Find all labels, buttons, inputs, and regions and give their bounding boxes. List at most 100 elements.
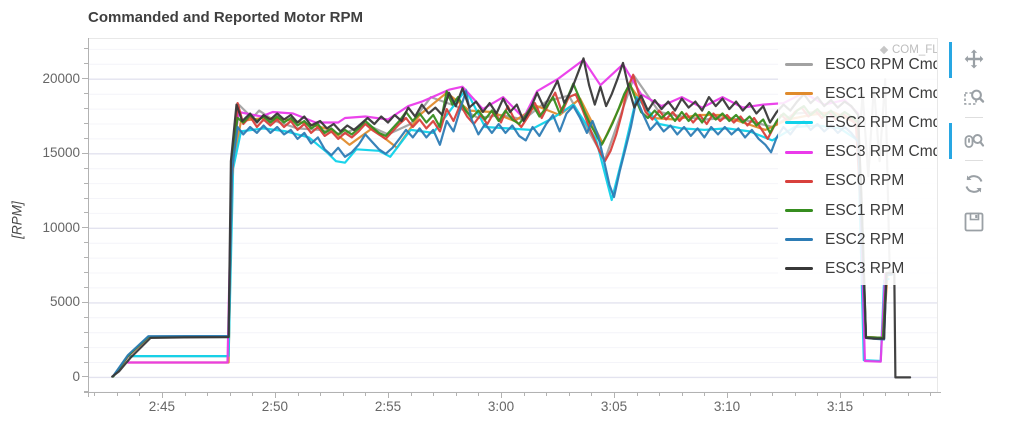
x-minor-tick — [862, 392, 864, 396]
diamond-marker-icon — [879, 45, 889, 55]
plot-toolbar — [948, 40, 1010, 236]
plot-canvas[interactable]: COM_FL ESC0 RPM Cmd ESC1 RPM Cmd ESC2 RP… — [88, 38, 938, 393]
x-tick-label: 2:55 — [374, 399, 402, 414]
save-icon — [964, 212, 984, 232]
y-tick-label: 0 — [72, 368, 80, 384]
pan-tool-button[interactable] — [949, 42, 988, 78]
x-minor-tick — [94, 392, 96, 396]
y-axis-line — [88, 38, 89, 397]
y-major-tick — [82, 152, 88, 154]
box-zoom-tool-button[interactable] — [960, 84, 988, 112]
y-minor-tick — [84, 108, 88, 110]
y-minor-tick — [84, 242, 88, 244]
y-minor-tick — [84, 48, 88, 50]
x-minor-tick — [297, 392, 299, 396]
x-minor-tick — [749, 392, 751, 396]
x-minor-tick — [885, 392, 887, 396]
legend-label: ESC0 RPM Cmd — [825, 55, 938, 73]
save-tool-button[interactable] — [960, 208, 988, 236]
x-minor-tick — [568, 392, 570, 396]
x-minor-tick — [139, 392, 141, 396]
legend-label: ESC0 RPM — [825, 172, 905, 190]
x-minor-tick — [455, 392, 457, 396]
y-minor-tick — [84, 137, 88, 139]
x-tick-label: 3:05 — [600, 399, 628, 414]
x-minor-tick — [433, 392, 435, 396]
toolbar-divider — [965, 117, 983, 118]
legend-swatch-icon — [785, 121, 813, 125]
x-minor-tick — [591, 392, 593, 396]
legend-swatch-icon — [785, 267, 813, 271]
y-minor-tick — [84, 123, 88, 124]
legend-swatch-icon — [785, 150, 813, 154]
y-minor-tick — [84, 346, 88, 348]
x-minor-tick — [342, 392, 344, 396]
x-minor-tick — [704, 392, 706, 396]
x-major-tick — [161, 392, 163, 398]
x-minor-tick — [184, 392, 186, 396]
y-minor-tick — [84, 63, 88, 65]
x-axis-line — [84, 392, 941, 393]
x-minor-tick — [365, 392, 367, 396]
x-minor-tick — [523, 392, 525, 396]
series-line — [112, 82, 893, 378]
y-minor-tick — [84, 286, 88, 288]
legend-swatch-icon — [785, 179, 813, 183]
legend-item: ESC1 RPM Cmd — [782, 79, 937, 108]
flight-mode-annotation: COM_FL — [879, 44, 937, 56]
legend-label: ESC2 RPM — [825, 230, 905, 248]
y-minor-tick — [84, 331, 88, 333]
x-minor-tick — [907, 392, 909, 396]
x-minor-tick — [681, 392, 683, 396]
x-minor-tick — [930, 392, 932, 396]
x-tick-label: 3:15 — [826, 399, 854, 414]
legend-swatch-icon — [785, 238, 813, 242]
x-major-tick — [614, 392, 615, 398]
wheel-zoom-tool-button[interactable] — [949, 123, 988, 159]
y-tick-label: 10000 — [42, 219, 80, 235]
y-minor-tick — [84, 272, 88, 273]
y-minor-tick — [84, 316, 88, 318]
x-tick-label: 3:10 — [713, 399, 741, 414]
legend-swatch-icon — [785, 63, 813, 67]
x-minor-tick — [478, 392, 480, 396]
legend-item: ESC1 RPM — [782, 196, 937, 225]
legend-item: ESC0 RPM — [782, 167, 937, 196]
y-tick-label: 20000 — [42, 70, 80, 86]
y-minor-tick — [84, 361, 88, 363]
x-tick-label: 2:45 — [148, 399, 176, 414]
y-tick-label: 15000 — [42, 145, 80, 161]
x-major-tick — [727, 392, 728, 398]
legend-label: ESC1 RPM — [825, 201, 905, 219]
x-major-tick — [388, 392, 389, 398]
x-minor-tick — [817, 392, 819, 396]
legend-item: ESC3 RPM — [782, 254, 937, 283]
x-minor-tick — [229, 392, 231, 396]
reset-tool-button[interactable] — [960, 170, 988, 198]
y-tick-label: 5000 — [49, 294, 80, 310]
legend-item: ESC0 RPM Cmd — [782, 50, 938, 79]
box-zoom-icon — [964, 89, 985, 105]
legend-item: ESC3 RPM Cmd — [782, 138, 937, 167]
y-minor-tick — [84, 167, 88, 169]
y-major-tick — [82, 376, 88, 378]
legend-swatch-icon — [785, 92, 813, 96]
x-tick-label: 2:50 — [261, 399, 289, 414]
x-tick-label: 3:00 — [487, 399, 515, 414]
x-minor-tick — [252, 392, 254, 396]
move-icon — [964, 49, 984, 69]
y-minor-tick — [84, 182, 88, 184]
legend-item: ESC2 RPM — [782, 225, 937, 254]
x-minor-tick — [636, 392, 638, 396]
x-minor-tick — [410, 392, 412, 396]
y-minor-tick — [84, 391, 88, 393]
series-line — [126, 58, 891, 364]
y-minor-tick — [84, 257, 88, 259]
x-major-tick — [501, 392, 502, 398]
plot-title: Commanded and Reported Motor RPM — [88, 9, 364, 26]
y-minor-tick — [84, 212, 88, 214]
x-minor-tick — [794, 392, 796, 396]
legend-label: ESC3 RPM — [825, 259, 905, 277]
wheel-zoom-icon — [964, 134, 985, 148]
